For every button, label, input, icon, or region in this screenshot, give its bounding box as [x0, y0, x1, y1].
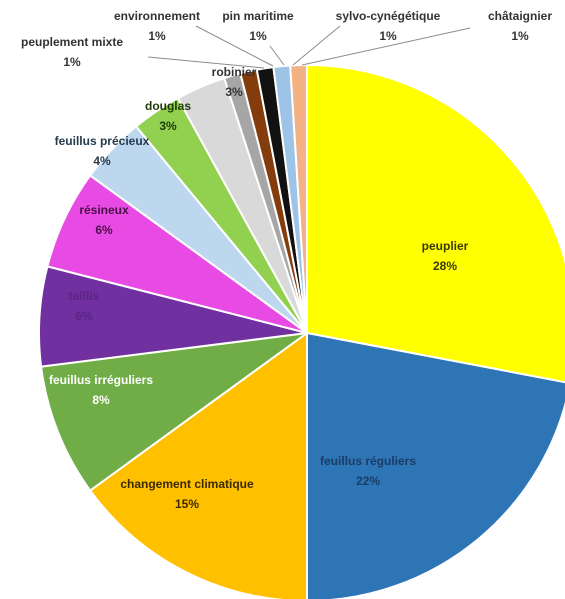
slice-percent: 1%	[148, 29, 166, 43]
slice-percent: 3%	[159, 119, 177, 133]
slice-label: résineux	[79, 203, 129, 217]
slice-labels: peuplier 28% feuillus réguliers 22% changeme…	[21, 9, 552, 511]
slice-percent: 1%	[63, 55, 81, 69]
slice-percent: 4%	[93, 154, 111, 168]
slice-percent: 28%	[433, 259, 457, 273]
slice-label: châtaignier	[488, 9, 552, 23]
slice-label: pin maritime	[222, 9, 294, 23]
slice-label: douglas	[145, 99, 191, 113]
pie-slice	[306, 331, 565, 599]
slice-label: peuplement mixte	[21, 35, 123, 49]
slice-label: environnement	[114, 9, 200, 23]
pie-slice	[289, 63, 308, 334]
pie-slices	[38, 63, 565, 599]
slice-percent: 6%	[95, 223, 113, 237]
slice-percent: 3%	[225, 85, 243, 99]
slice-label: taillis	[69, 289, 100, 303]
slice-percent: 8%	[92, 393, 110, 407]
slice-label: peuplier	[422, 239, 469, 253]
leader-lines	[147, 25, 471, 69]
leader-line	[195, 25, 274, 67]
pie-slice	[88, 331, 308, 599]
slice-label: feuillus réguliers	[320, 454, 416, 468]
leader-line	[301, 27, 471, 66]
leader-line	[269, 45, 285, 66]
slice-percent: 22%	[356, 474, 380, 488]
slice-percent: 1%	[379, 29, 397, 43]
slice-label: feuillus irréguliers	[49, 373, 153, 387]
leader-line	[292, 25, 341, 66]
pie-slice	[39, 332, 308, 492]
slice-percent: 15%	[175, 497, 199, 511]
slice-label: feuillus précieux	[55, 134, 150, 148]
slice-percent: 1%	[249, 29, 267, 43]
slice-percent: 1%	[511, 29, 529, 43]
slice-label: changement climatique	[120, 477, 254, 491]
pie-slice	[306, 63, 565, 384]
slice-label: robinier	[212, 65, 257, 79]
slice-percent: 6%	[75, 309, 93, 323]
slice-label: sylvo-cynégétique	[336, 9, 441, 23]
leader-line	[147, 56, 265, 69]
